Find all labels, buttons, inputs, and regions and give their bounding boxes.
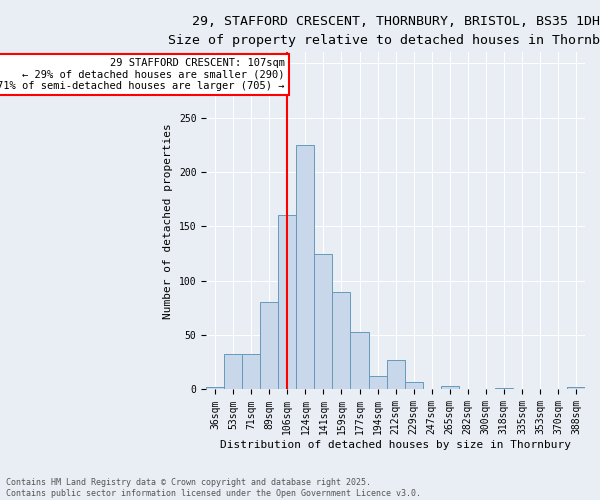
Bar (404, 382, 422, 390)
Text: 29 STAFFORD CRESCENT: 107sqm
← 29% of detached houses are smaller (290)
71% of s: 29 STAFFORD CRESCENT: 107sqm ← 29% of de… (0, 58, 284, 91)
X-axis label: Distribution of detached houses by size in Thornbury: Distribution of detached houses by size … (220, 440, 571, 450)
Bar (206, 388, 224, 390)
Bar (296, 145, 314, 390)
Bar (386, 360, 404, 390)
Bar (314, 254, 332, 390)
Bar (332, 292, 350, 390)
Title: 29, STAFFORD CRESCENT, THORNBURY, BRISTOL, BS35 1DH
Size of property relative to: 29, STAFFORD CRESCENT, THORNBURY, BRISTO… (167, 15, 600, 47)
Text: Contains HM Land Registry data © Crown copyright and database right 2025.
Contai: Contains HM Land Registry data © Crown c… (6, 478, 421, 498)
Y-axis label: Number of detached properties: Number of detached properties (163, 123, 173, 319)
Bar (440, 386, 459, 390)
Bar (567, 388, 585, 390)
Bar (368, 376, 386, 390)
Bar (224, 354, 242, 390)
Bar (260, 302, 278, 390)
Bar (495, 388, 513, 390)
Bar (350, 332, 368, 390)
Bar (242, 354, 260, 390)
Bar (278, 216, 296, 390)
